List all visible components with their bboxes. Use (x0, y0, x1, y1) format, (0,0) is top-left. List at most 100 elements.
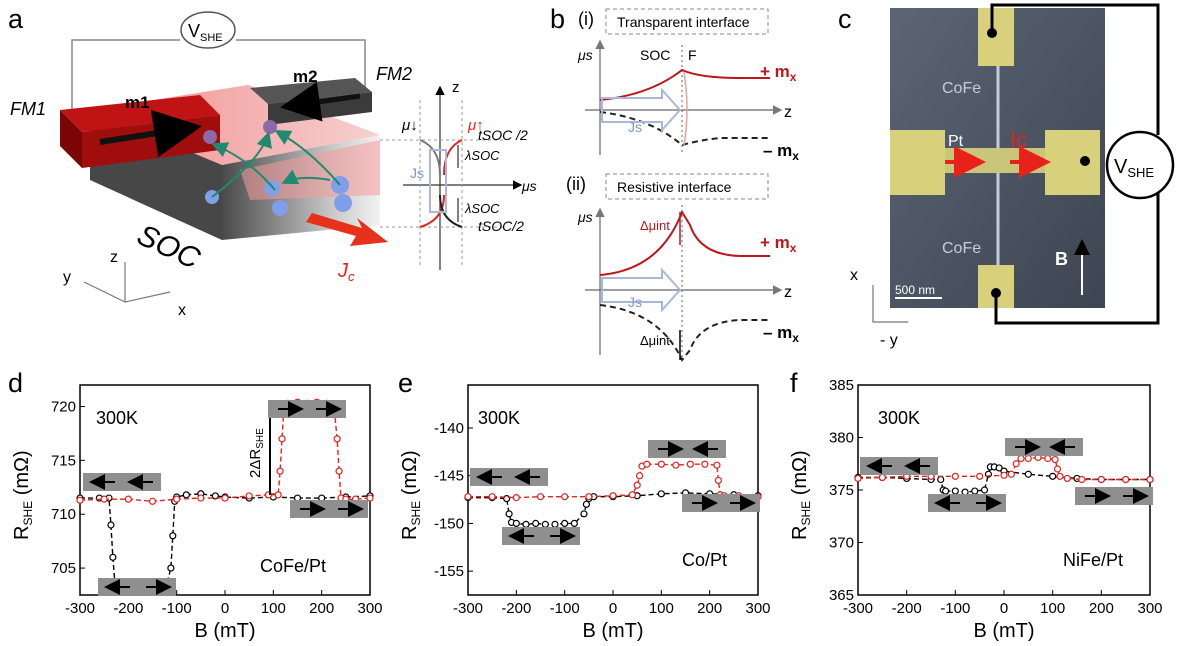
e-series-1-point-8 (633, 481, 641, 489)
b-ii-z: z (784, 284, 792, 301)
b-ii-title-box (605, 173, 769, 200)
panel-label-b: b (550, 4, 565, 34)
f-series-1-point-10 (1024, 454, 1032, 463)
c-wire-bottom (994, 190, 1160, 325)
e-ytick-label-2: -145 (434, 468, 464, 485)
e-ytick-label-3: -140 (434, 420, 464, 437)
pad-right (1045, 130, 1100, 195)
b-ii-js: Js (628, 294, 642, 310)
f-series-0-point-4 (937, 475, 945, 484)
e-xtick-label-5: 200 (697, 600, 722, 617)
e-series-1-point-4 (561, 493, 569, 501)
e-series-1-point-7 (628, 491, 636, 499)
fm1-top (60, 95, 220, 132)
f-series-1-point-4 (951, 472, 959, 480)
b-ii-js-arrow (601, 267, 682, 313)
cofe-top-label: CoFe (942, 80, 981, 97)
b-i-plus-curve (599, 68, 770, 101)
b-i-minus: – mx (763, 141, 799, 163)
f-series-1-point-12 (1044, 454, 1052, 463)
jc-arrow (306, 213, 388, 246)
d-xtick-label-0: -300 (65, 600, 95, 617)
b-i-title: Transparent interface (617, 14, 750, 30)
pt-label: Pt (948, 133, 964, 150)
f-ytick-label-3: 380 (829, 430, 854, 447)
f-xtick-label-3: 0 (1000, 600, 1008, 617)
tsoc-bottom-label: tSOC/2 (478, 218, 524, 234)
d-xtick-label-6: 300 (357, 600, 382, 617)
f-xtick-label-0: -300 (843, 600, 873, 617)
d-temp: 300K (96, 408, 138, 428)
b-ii-title: Resistive interface (617, 179, 732, 195)
e-series-1-line (468, 463, 759, 499)
lambda-bottom-label: λSOC (464, 201, 500, 216)
f-series-0-point-10 (980, 486, 989, 494)
c-wire-top (990, 3, 1160, 135)
wire-left (71, 39, 180, 110)
c-vshe-meter (1105, 130, 1175, 200)
f-xlabel: B (mT) (973, 620, 1034, 642)
axis-x-label: x (178, 302, 186, 319)
wire-right (236, 39, 366, 90)
c-x-label: x (850, 267, 858, 284)
m2-label: m2 (293, 67, 318, 86)
e-series-0-point-7 (532, 519, 540, 528)
f-xtick-label-2: -100 (940, 600, 970, 617)
b-ii-plus-curve (599, 209, 770, 276)
b-i-f: F (688, 47, 697, 63)
d-series-1-point-19 (333, 435, 341, 443)
f-temp: 300K (878, 408, 920, 428)
fm2-label: FM2 (376, 64, 412, 84)
f-series-1-point-5 (976, 472, 984, 480)
scale-bar-label: 500 nm (895, 283, 935, 297)
b-i-title-box (605, 8, 769, 35)
lambda-top-label: λSOC (464, 148, 500, 163)
f-chart-layer: -300 -200 -100 0 100 200 300 365 370 375 380 385 B (… (789, 377, 1163, 642)
d-series-0-point-3 (107, 521, 115, 529)
f-ylabel: RSHE (mΩ) (789, 450, 813, 540)
d-series-1-point-20 (335, 467, 343, 475)
d-series-0-point-16 (182, 491, 190, 499)
e-series-1-point-13 (672, 461, 680, 469)
f-series-1-point-19 (1122, 475, 1130, 484)
d-ytick-label-2: 715 (51, 452, 76, 469)
f-xtick-label-1: -200 (892, 600, 922, 617)
c-y-label: - y (880, 332, 898, 349)
pad-top (978, 8, 1014, 66)
e-series-0-point-12 (580, 510, 588, 518)
b-field-label: B (1055, 249, 1068, 269)
e-series-0-point-11 (570, 519, 578, 528)
vshe-meter (180, 11, 236, 49)
b-ii-minus-curve (599, 304, 770, 362)
panel-label-e: e (398, 368, 413, 398)
e-material: Co/Pt (682, 550, 727, 570)
d-series-1-point-6 (221, 494, 229, 502)
e-series-1-point-12 (657, 460, 665, 468)
b-i-js: Js (628, 119, 642, 135)
d-series-1-point-3 (148, 497, 157, 505)
d-series-1-point-2 (124, 495, 132, 503)
f-series-1-point-0 (854, 474, 862, 483)
e-temp: 300K (478, 408, 520, 428)
b-ii-plus: + mx (760, 233, 797, 255)
cofe-bottom-label: CoFe (942, 240, 981, 257)
inset-js-label: Js (410, 165, 424, 181)
f-series-0-point-7 (951, 487, 959, 495)
spin-current-arrows (211, 130, 341, 198)
e-xtick-label-3: 0 (609, 600, 617, 617)
d-series-1-point-24 (366, 494, 374, 502)
e-xtick-label-6: 300 (745, 600, 770, 617)
e-series-1-point-9 (635, 472, 644, 480)
vshe-label: VSHE (188, 21, 223, 44)
d-series-0-point-13 (169, 532, 177, 540)
b-ii-tag: (ii) (566, 174, 586, 194)
f-xtick-label-6: 300 (1137, 600, 1162, 617)
f-series-1-point-9 (1017, 454, 1025, 463)
d-series-1-point-0 (76, 496, 84, 504)
c-vshe-label: VSHE (1114, 156, 1154, 180)
e-series-0-point-8 (541, 520, 549, 528)
e-series-1-point-1 (488, 493, 496, 501)
b-i-mus: μs (577, 47, 593, 63)
d-series-0-point-4 (109, 553, 117, 561)
